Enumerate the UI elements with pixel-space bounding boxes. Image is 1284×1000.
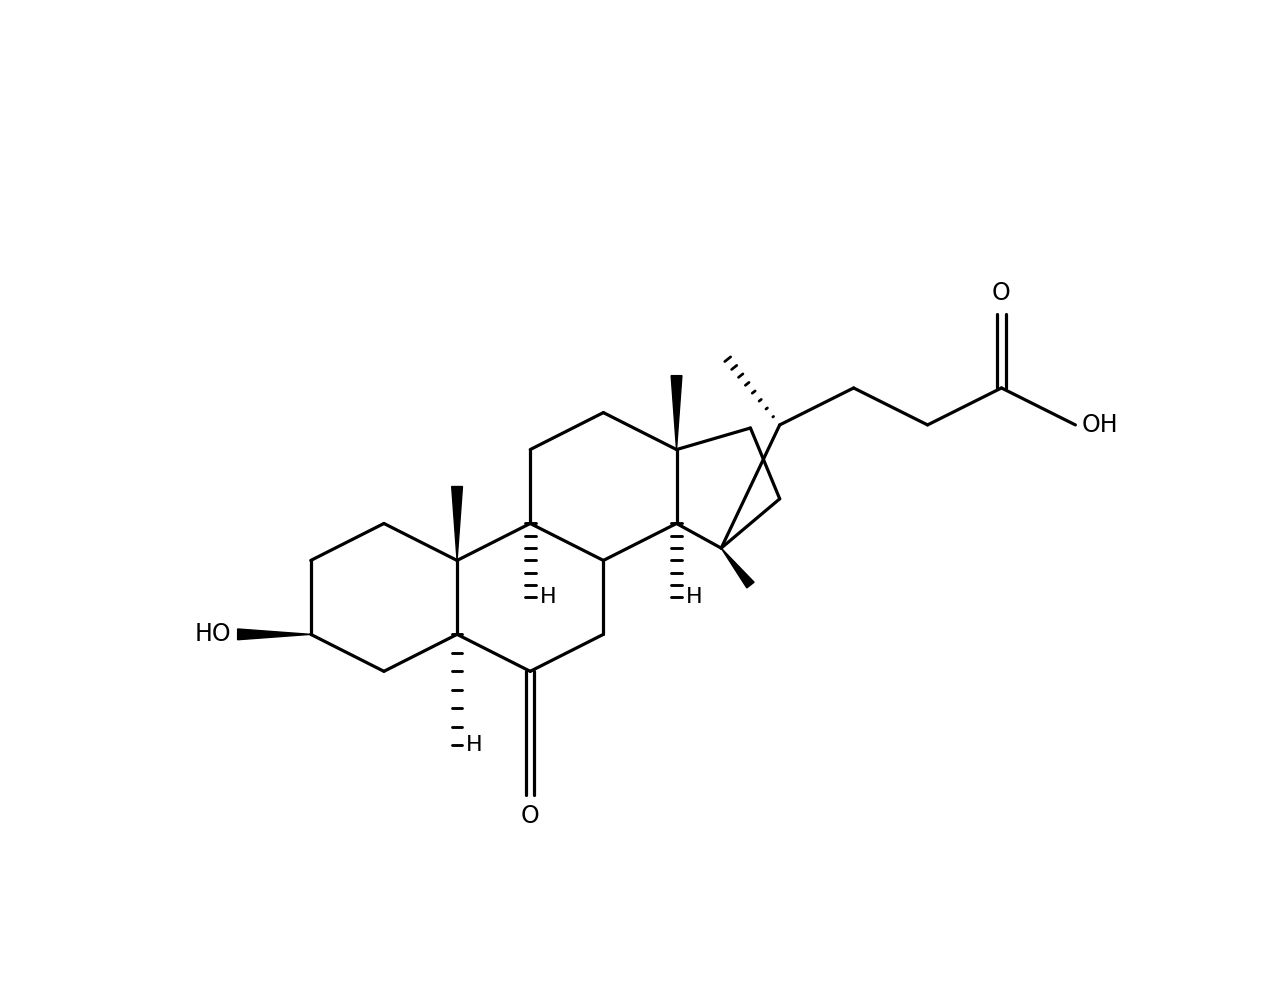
Text: OH: OH bbox=[1081, 413, 1118, 437]
Text: H: H bbox=[686, 587, 702, 607]
Text: H: H bbox=[539, 587, 556, 607]
Text: H: H bbox=[466, 735, 483, 755]
Text: O: O bbox=[993, 281, 1011, 305]
Polygon shape bbox=[238, 629, 311, 640]
Polygon shape bbox=[452, 487, 462, 560]
Text: HO: HO bbox=[195, 622, 231, 646]
Text: O: O bbox=[521, 804, 539, 828]
Polygon shape bbox=[672, 376, 682, 450]
Polygon shape bbox=[722, 548, 754, 588]
